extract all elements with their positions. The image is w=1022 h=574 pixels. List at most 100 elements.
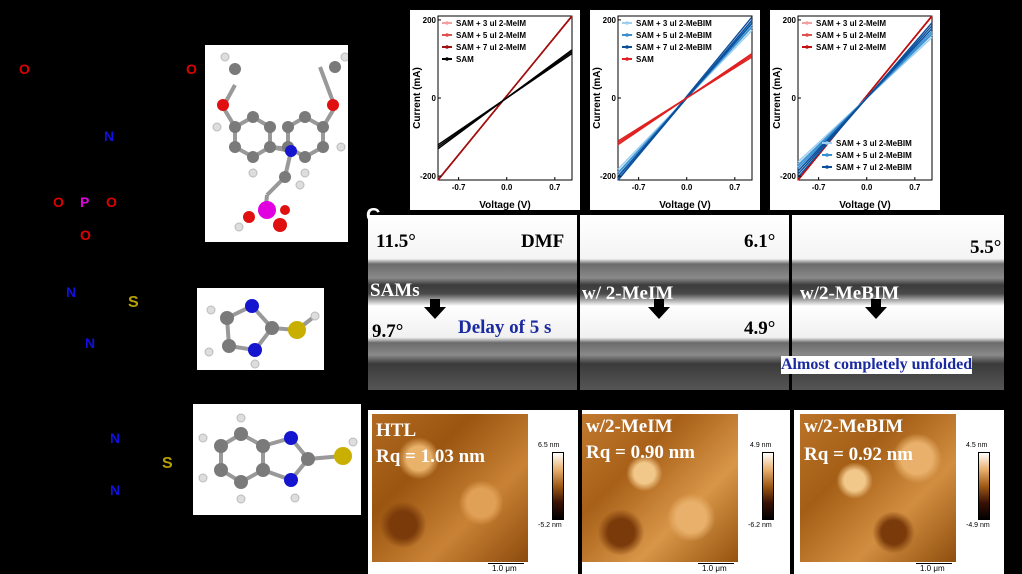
y-tick-label: 200 <box>783 16 797 25</box>
series-line <box>437 15 573 181</box>
benzimidazole-model-drawing <box>198 413 358 504</box>
legend-label: SAM + 5 ul 2-MeBIM <box>636 31 712 40</box>
legend-marker <box>825 165 829 169</box>
atom-o: O <box>80 227 91 243</box>
legend-label: SAM + 5 ul 2-MeIM <box>816 31 886 40</box>
legend-label: SAM + 5 ul 2-MeBIM <box>836 151 912 160</box>
iv-chart-2-mebim: -0.7 0.0 0.7 200 0 -200 Voltage (V) Current (mA… <box>590 10 760 211</box>
atom-o: O <box>19 61 30 77</box>
droplet-image-sams <box>368 215 577 390</box>
benzimidazole-3d-model <box>193 404 361 515</box>
x-axis-label: Voltage (V) <box>839 200 890 210</box>
y-tick-label: 200 <box>603 16 617 25</box>
y-tick-label: 0 <box>612 94 617 103</box>
series-2 <box>797 15 933 181</box>
y-axis-label: Current (mA) <box>772 67 783 129</box>
legend-label: SAM + 3 ul 2-MeIM <box>816 19 886 28</box>
colorbar-htl <box>552 452 564 520</box>
x-tick-label: 0.7 <box>549 183 561 192</box>
legend-label: SAM + 3 ul 2-MeIM <box>456 19 526 28</box>
series-3 <box>437 49 573 150</box>
x-tick-label: 0.0 <box>501 183 513 192</box>
y-axis-label: Current (mA) <box>412 67 423 129</box>
y-tick-label: -200 <box>780 172 797 181</box>
column-divider <box>577 215 580 390</box>
afm-name-htl: HTL <box>376 420 417 441</box>
iv-chart-svg: -0.7 0.0 0.7 200 0 -200 Voltage (V) Current (mA… <box>592 15 753 211</box>
delay-label: Delay of 5 s <box>458 317 552 338</box>
colorbar-min-htl: -5.2 nm <box>538 522 562 529</box>
imidazole-model-drawing <box>204 299 320 369</box>
y-tick-label: -200 <box>600 172 617 181</box>
afm-image-2-mebim <box>800 414 956 562</box>
x-tick-label: 0.7 <box>729 183 741 192</box>
y-tick-label: -200 <box>420 172 437 181</box>
colorbar-2-meim <box>762 452 774 520</box>
afm-rq-2-meim: Rq = 0.90 nm <box>586 442 696 463</box>
atom-s: S <box>128 294 139 311</box>
colorbar-max-2-meim: 4.9 nm <box>750 442 772 449</box>
unfolded-label: Almost completely unfolded <box>781 356 973 374</box>
legend-marker <box>625 33 629 37</box>
angle-sams-delayed: 9.7° <box>372 321 404 342</box>
x-axis-label: Voltage (V) <box>659 200 710 210</box>
y-tick-label: 0 <box>792 94 797 103</box>
carbazole-model-drawing <box>212 52 350 232</box>
colorbar-min-2-mebim: -4.9 nm <box>966 522 990 529</box>
down-arrow-icon <box>865 307 887 319</box>
down-arrow-icon <box>648 307 670 319</box>
colorbar-2-mebim <box>978 452 990 520</box>
y-axis-label: Current (mA) <box>592 67 603 129</box>
series-line <box>437 49 573 150</box>
colorbar-min-2-meim: -6.2 nm <box>748 522 772 529</box>
legend-marker <box>625 21 629 25</box>
atom-s: S <box>162 455 173 472</box>
colorbar-max-2-mebim: 4.5 nm <box>966 442 988 449</box>
afm-name-2-meim: w/2-MeIM <box>586 416 673 437</box>
series-3 <box>617 53 753 146</box>
legend-marker <box>825 141 829 145</box>
legend-label: SAM + 3 ul 2-MeBIM <box>836 139 912 148</box>
legend-marker <box>805 21 809 25</box>
iv-chart-svg: -0.7 0.0 0.7 200 0 -200 Voltage (V) Current (mA… <box>412 15 573 211</box>
colorbar-max-htl: 6.5 nm <box>538 442 560 449</box>
legend-label: SAM + 7 ul 2-MeIM <box>816 43 886 52</box>
scale-label-htl: 1.0 μm <box>492 564 517 573</box>
atom-n: N <box>85 335 96 351</box>
x-tick-label: 0.7 <box>909 183 921 192</box>
series-line <box>797 22 933 178</box>
legend-label: SAM <box>456 55 474 64</box>
label-2-mebim: w/2-MeBIM <box>800 283 900 304</box>
legend-marker <box>445 21 449 25</box>
afm-rq-2-mebim: Rq = 0.92 nm <box>804 444 914 465</box>
legend-label: SAM + 5 ul 2-MeIM <box>456 31 526 40</box>
imidazole-3d-model <box>197 288 324 370</box>
legend-label: SAM + 7 ul 2-MeBIM <box>636 43 712 52</box>
atom-n: N <box>110 482 121 498</box>
scale-bar <box>488 563 524 564</box>
afm-image-2-meim <box>582 414 738 562</box>
legend-marker <box>445 57 449 61</box>
scale-bar <box>916 563 952 564</box>
y-tick-label: 200 <box>423 16 437 25</box>
carbazole-3d-model <box>205 45 350 242</box>
column-divider <box>789 215 792 390</box>
legend-label: SAM + 7 ul 2-MeIM <box>456 43 526 52</box>
iv-chart-2-meim: -0.7 0.0 0.7 200 0 -200 Voltage (V) Current (mA… <box>410 10 580 211</box>
legend-label: SAM + 7 ul 2-MeBIM <box>836 163 912 172</box>
angle-2-mebim: 5.5° <box>970 237 1002 258</box>
series-5 <box>797 22 933 178</box>
angle-2-meim: 6.1° <box>744 231 776 252</box>
iv-chart-svg: -0.7 0.0 0.7 200 0 -200 Voltage (V) Current (mA… <box>772 15 933 211</box>
afm-rq-htl: Rq = 1.03 nm <box>376 446 486 467</box>
down-arrow-stem <box>430 299 440 308</box>
scale-label-2-mebim: 1.0 μm <box>920 564 945 573</box>
afm-divider <box>790 410 794 574</box>
atom-p: P <box>80 194 90 210</box>
atom-n: N <box>110 430 121 446</box>
atom-o: O <box>106 194 117 210</box>
droplet-image-2-meim <box>580 215 789 390</box>
angle-2-meim-delayed: 4.9° <box>744 318 776 339</box>
solvent-label: DMF <box>521 231 565 252</box>
iv-chart-comparison: -0.7 0.0 0.7 200 0 -200 Voltage (V) Current (mA… <box>770 10 940 211</box>
